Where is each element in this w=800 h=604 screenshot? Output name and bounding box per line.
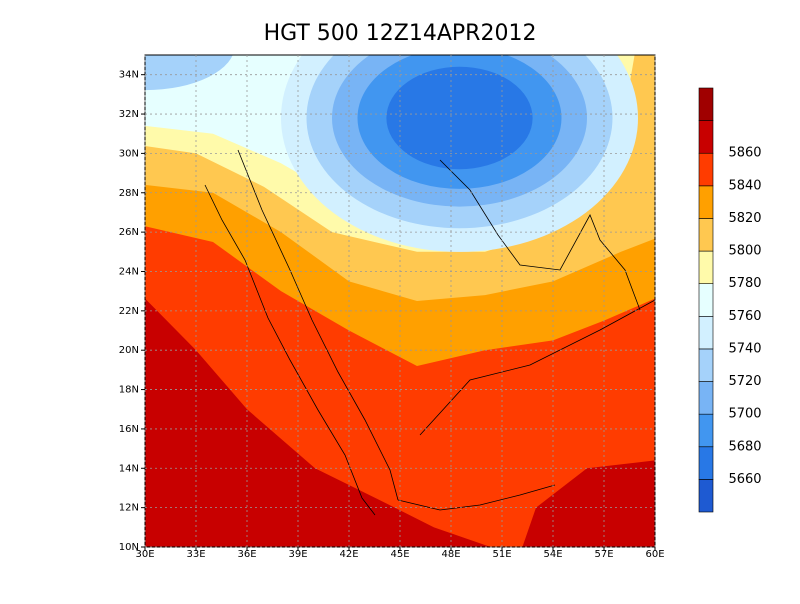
- lat-tick-label: 14N: [119, 463, 139, 474]
- lon-tick-label: 48E: [441, 549, 460, 560]
- coastlines: [204, 149, 655, 516]
- lon-tick-label: 45E: [390, 549, 409, 560]
- colorbar-label: 5780: [728, 276, 761, 291]
- colorbar-label: 5660: [728, 472, 761, 487]
- colorbar-label: 5720: [728, 374, 761, 389]
- colorbar-label: 5860: [728, 146, 761, 161]
- lat-tick-label: 16N: [119, 424, 139, 435]
- colorbar-box: [698, 120, 714, 154]
- colorbar-box: [698, 283, 714, 317]
- colorbar-box: [698, 250, 714, 284]
- lat-tick-label: 32N: [119, 109, 139, 120]
- lat-tick-label: 28N: [119, 188, 139, 199]
- lon-tick-label: 51E: [492, 549, 511, 560]
- colorbar-box: [698, 152, 714, 187]
- lat-tick-label: 34N: [119, 70, 139, 81]
- lat-tick-label: 18N: [119, 385, 139, 396]
- lat-tick-label: 26N: [119, 227, 139, 238]
- lat-tick-label: 22N: [119, 306, 139, 317]
- lat-tick-label: 24N: [119, 266, 139, 277]
- lat-tick-label: 10N: [119, 542, 139, 553]
- colorbar-box: [698, 479, 714, 513]
- height-field: [145, 55, 655, 547]
- axes: 30E 33E 36E 39E 42E 45E 48E 51E 54E 57E 60E 10N 12N 1…: [119, 55, 665, 560]
- lon-tick-label: 36E: [237, 549, 256, 560]
- lon-tick-label: 33E: [186, 549, 205, 560]
- colorbar-label: 5740: [728, 341, 761, 356]
- lon-tick-label: 54E: [543, 549, 562, 560]
- field-band: [145, 55, 233, 91]
- colorbar-label: 5760: [728, 309, 761, 324]
- colorbar-box: [698, 316, 714, 350]
- colorbar-box: [698, 381, 714, 415]
- colorbar-box: [698, 87, 714, 121]
- lat-tick-label: 30N: [119, 148, 139, 159]
- lon-tick-label: 39E: [288, 549, 307, 560]
- colorbar-box: [698, 446, 714, 480]
- colorbar: 5660 5680 5700 5720 5740 5760 5780 5800 5820 5840…: [698, 87, 762, 513]
- colorbar-label: 5840: [728, 178, 761, 193]
- colorbar-label: 5800: [728, 244, 761, 259]
- lon-tick-label: 42E: [339, 549, 358, 560]
- colorbar-box: [698, 218, 714, 252]
- lon-tick-label: 57E: [594, 549, 613, 560]
- lat-tick-label: 20N: [119, 345, 139, 356]
- colorbar-label: 5680: [728, 439, 761, 454]
- lon-tick-label: 60E: [645, 549, 664, 560]
- field-band: [386, 66, 533, 170]
- colorbar-box: [698, 413, 714, 448]
- colorbar-box: [698, 185, 714, 219]
- lat-tick-label: 12N: [119, 503, 139, 514]
- colorbar-box: [698, 348, 714, 382]
- colorbar-label: 5700: [728, 407, 761, 422]
- map-title: HGT 500 12Z14APR2012: [264, 21, 537, 46]
- lon-tick-label: 30E: [135, 549, 154, 560]
- colorbar-label: 5820: [728, 211, 761, 226]
